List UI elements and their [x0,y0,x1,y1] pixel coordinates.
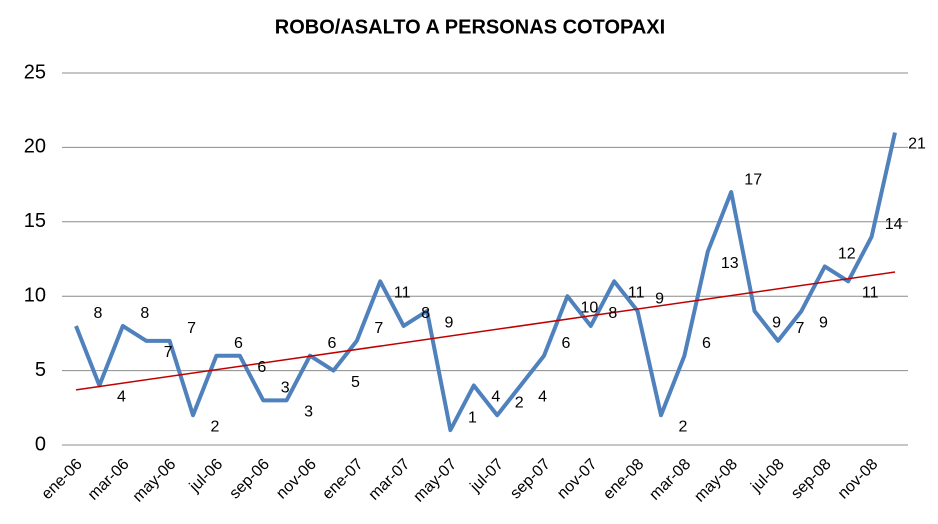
x-tick-label: mar-07 [366,456,414,504]
data-label: 11 [862,285,879,302]
x-tick-label: may-06 [130,456,180,506]
data-label: 8 [421,305,430,322]
data-label: 11 [628,285,645,302]
x-tick-label: ene-08 [600,456,647,503]
x-tick-label: mar-06 [85,456,133,504]
x-tick-label: nov-06 [273,456,320,503]
data-label: 3 [304,404,313,421]
data-label: 8 [140,305,149,322]
trendline [75,271,896,391]
y-tick-label: 20 [24,136,46,158]
x-tick-label: nov-07 [554,456,601,503]
x-tick-label: nov-08 [835,456,882,503]
data-label: 7 [374,320,383,337]
x-tick-label: mar-08 [646,456,694,504]
data-label: 5 [351,374,360,391]
data-label: 10 [581,299,599,316]
x-tick-label: jul-07 [467,456,507,496]
data-label: 7 [796,320,805,337]
x-tick-label: sep-08 [788,456,835,503]
data-label: 7 [164,344,173,361]
x-tick-label: jul-08 [747,456,787,496]
data-label: 2 [211,418,220,435]
data-label: 9 [445,314,454,331]
x-tick-label: may-08 [691,456,741,506]
data-label: 9 [819,314,828,331]
x-tick-label: jul-06 [186,456,226,496]
data-label: 8 [94,305,103,322]
data-label: 8 [608,305,617,322]
y-tick-label: 0 [35,433,46,455]
data-label: 17 [744,171,762,188]
data-label: 4 [491,389,500,406]
data-label: 4 [538,389,547,406]
data-label: 6 [257,359,266,376]
data-label: 6 [702,335,711,352]
data-label: 6 [328,335,337,352]
x-tick-label: sep-06 [226,456,273,503]
chart-title: ROBO/ASALTO A PERSONAS COTOPAXI [275,16,665,38]
data-label: 6 [562,335,571,352]
data-label: 6 [234,335,243,352]
data-label: 4 [117,389,126,406]
data-label: 14 [885,216,903,233]
x-tick-label: may-07 [410,456,460,506]
y-tick-label: 5 [35,359,46,381]
data-label: 11 [394,285,411,302]
series-line [74,132,897,433]
x-tick-label: ene-06 [39,456,86,503]
x-tick-label: ene-07 [319,456,366,503]
data-label: 9 [772,314,781,331]
y-tick-label: 25 [24,61,46,83]
data-label: 12 [838,246,856,263]
data-label: 13 [721,255,739,272]
x-tick-label: sep-07 [507,456,554,503]
y-tick-label: 15 [24,210,46,232]
data-label: 7 [187,320,196,337]
data-label: 3 [281,380,290,397]
data-label: 21 [908,136,926,153]
y-tick-label: 10 [24,284,46,306]
data-label: 9 [655,290,664,307]
data-label: 2 [679,418,688,435]
data-label: 2 [515,394,524,411]
data-label: 1 [468,409,477,426]
